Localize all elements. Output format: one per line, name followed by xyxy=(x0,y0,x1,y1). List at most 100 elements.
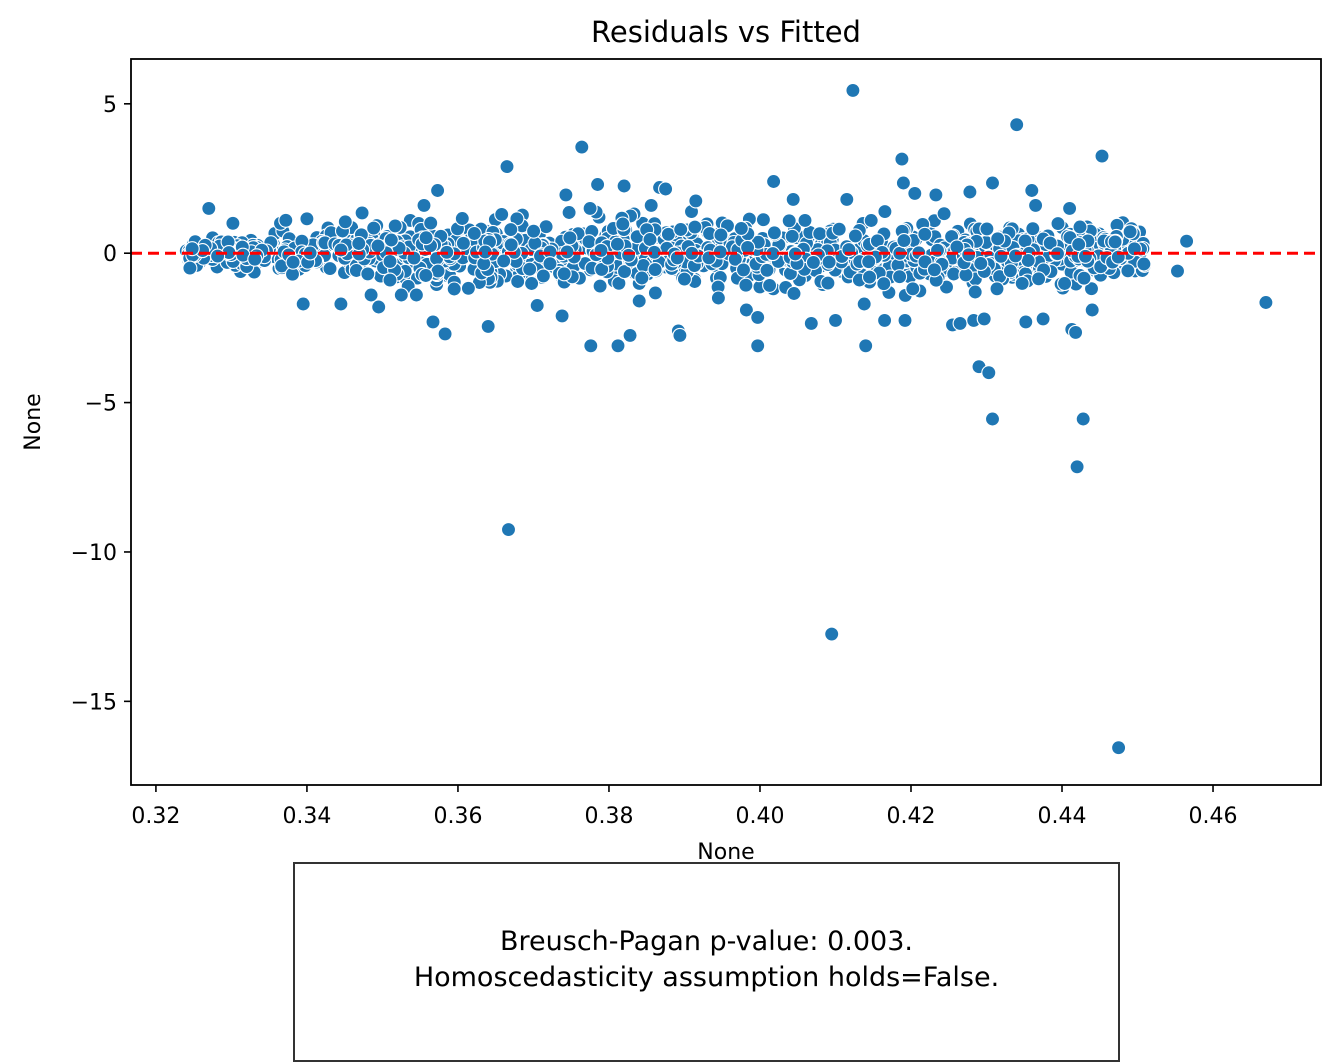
scatter-point xyxy=(1094,148,1110,164)
scatter-point xyxy=(393,287,409,303)
scatter-point xyxy=(366,220,382,236)
scatter-point xyxy=(738,277,754,293)
scatter-point xyxy=(952,315,968,331)
scatter-point xyxy=(907,185,923,201)
scatter-point xyxy=(383,232,399,248)
scatter-point xyxy=(333,296,349,312)
scatter-point xyxy=(928,187,944,203)
scatter-point xyxy=(416,197,432,213)
scatter-point xyxy=(354,205,370,221)
scatter-point xyxy=(1120,263,1136,279)
scatter-point xyxy=(993,248,1009,264)
scatter-point xyxy=(524,275,540,292)
scatter-point xyxy=(425,314,441,330)
scatter-point xyxy=(561,204,577,221)
scatter-point xyxy=(755,212,771,228)
scatter-point xyxy=(845,82,861,98)
scatter-point xyxy=(418,230,434,246)
x-tick-label: 0.34 xyxy=(282,804,331,829)
scatter-point xyxy=(687,219,703,235)
scatter-point xyxy=(750,338,766,354)
scatter-point xyxy=(556,266,572,282)
scatter-point xyxy=(766,173,782,190)
scatter-point xyxy=(847,228,863,244)
scatter-point xyxy=(688,193,704,209)
scatter-point xyxy=(1025,221,1041,237)
scatter-point xyxy=(989,281,1005,297)
scatter-point xyxy=(738,302,754,318)
y-tick-label: −10 xyxy=(71,541,117,566)
chart: Residuals vs Fitted 0.32 0.34 0.36 0.38 0.40… xyxy=(21,15,1322,860)
scatter-point xyxy=(609,236,625,252)
scatter-point xyxy=(1069,459,1085,475)
test-result-text: Breusch-Pagan p-value: 0.003. Homoscedas… xyxy=(295,924,1118,996)
scatter-point xyxy=(905,281,921,297)
scatter-point xyxy=(647,285,663,301)
scatter-point xyxy=(1062,200,1078,216)
scatter-point xyxy=(861,254,877,270)
scatter-point xyxy=(1035,311,1051,327)
points-layer xyxy=(178,82,1274,756)
scatter-point xyxy=(615,216,631,232)
y-tick-label: 5 xyxy=(103,93,117,118)
scatter-point xyxy=(201,200,217,216)
scatter-point xyxy=(643,197,659,213)
scatter-point xyxy=(634,270,650,286)
scatter-point xyxy=(582,200,598,216)
scatter-point xyxy=(1002,263,1018,279)
scatter-point xyxy=(812,226,828,242)
scatter-point xyxy=(371,299,387,315)
scatter-point xyxy=(500,522,517,538)
scatter-point xyxy=(423,215,439,231)
x-tick-label: 0.42 xyxy=(887,804,936,829)
scatter-point xyxy=(382,253,398,269)
scatter-point xyxy=(1179,233,1195,249)
scatter-point xyxy=(1258,294,1274,311)
scatter-point xyxy=(786,285,802,302)
scatter-point xyxy=(820,275,836,291)
scatter-point xyxy=(759,262,775,278)
scatter-point xyxy=(581,234,597,250)
scatter-point xyxy=(1024,182,1040,199)
scatter-point xyxy=(299,211,315,227)
scatter-point xyxy=(351,235,367,252)
scatter-point xyxy=(631,293,647,309)
scatter-point xyxy=(593,242,609,258)
scatter-point xyxy=(1068,324,1084,340)
scatter-point xyxy=(762,277,778,293)
scatter-point xyxy=(1083,281,1100,297)
scatter-point xyxy=(529,297,545,314)
scatter-point xyxy=(1107,234,1123,250)
scatter-point xyxy=(797,212,813,228)
scatter-point xyxy=(861,269,878,285)
scatter-point xyxy=(510,273,526,290)
scatter-point xyxy=(1028,197,1044,213)
scatter-point xyxy=(480,318,496,334)
scatter-point xyxy=(337,214,353,230)
x-tick-label: 0.38 xyxy=(584,804,633,829)
scatter-point xyxy=(1077,248,1093,264)
scatter-point xyxy=(616,264,633,280)
scatter-point xyxy=(1076,270,1092,286)
scatter-point xyxy=(926,262,942,278)
scatter-point xyxy=(455,235,471,251)
scatter-point xyxy=(1031,271,1047,287)
scatter-point xyxy=(824,626,840,642)
scatter-point xyxy=(554,308,570,324)
scatter-point xyxy=(647,262,663,278)
scatter-point xyxy=(278,212,294,228)
scatter-point xyxy=(1169,263,1186,279)
scatter-point xyxy=(1111,740,1127,756)
scatter-point xyxy=(858,338,874,354)
scatter-point xyxy=(733,220,749,236)
x-tick-label: 0.32 xyxy=(131,804,180,829)
x-axis-label: None xyxy=(697,840,754,860)
scatter-point xyxy=(897,312,913,328)
y-axis: 5 0 −5 −10 −15 xyxy=(71,93,131,715)
scatter-point xyxy=(382,272,398,288)
scatter-point xyxy=(803,315,819,331)
scatter-point xyxy=(839,191,855,207)
x-axis: 0.32 0.34 0.36 0.38 0.40 0.42 0.44 0.46 xyxy=(131,785,1238,829)
scatter-point xyxy=(1075,411,1091,427)
x-tick-label: 0.46 xyxy=(1189,804,1238,829)
